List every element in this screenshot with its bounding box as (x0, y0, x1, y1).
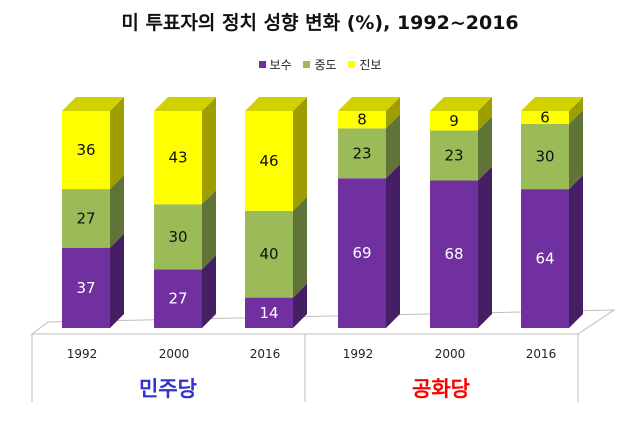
bar-side-0-2 (293, 283, 307, 328)
data-label-2-1: 43 (168, 149, 187, 167)
bar-side-0-1 (202, 255, 216, 328)
bar-front-2-0 (62, 111, 110, 190)
bar-front-0-5 (521, 189, 569, 328)
data-label-0-4: 68 (444, 245, 463, 263)
legend-label-liberal: 진보 (359, 58, 382, 72)
bar-side-2-5 (569, 97, 583, 125)
data-label-2-4: 9 (449, 112, 459, 130)
bar-front-1-0 (62, 189, 110, 248)
bar-top-4 (430, 97, 492, 111)
bar-front-0-2 (245, 297, 293, 328)
bar-side-0-0 (110, 233, 124, 328)
data-label-0-0: 37 (76, 279, 95, 297)
bar-front-1-2 (245, 210, 293, 298)
legend-item-conservative: 보수 (258, 56, 292, 73)
group-label-1: 공화당 (412, 377, 470, 401)
data-label-1-0: 27 (76, 209, 95, 227)
bar-front-0-4 (430, 180, 478, 328)
bar-top-2 (245, 97, 307, 111)
bar-side-2-1 (202, 97, 216, 205)
bar-front-1-1 (154, 204, 202, 270)
data-label-1-5: 30 (535, 148, 554, 166)
legend-item-moderate: 중도 (303, 56, 337, 73)
bar-side-1-2 (293, 196, 307, 298)
legend: 보수 중도 진보 (0, 56, 640, 73)
bar-side-1-0 (110, 175, 124, 248)
bar-side-2-0 (110, 97, 124, 190)
data-label-0-3: 69 (352, 244, 371, 262)
data-label-1-2: 40 (259, 245, 278, 263)
data-label-0-5: 64 (535, 250, 554, 268)
bar-front-2-2 (245, 111, 293, 211)
bar-top-3 (338, 97, 400, 111)
x-tick-label-1: 2000 (159, 347, 190, 361)
data-label-1-3: 23 (352, 144, 371, 162)
bar-front-1-3 (338, 128, 386, 179)
bar-side-2-3 (386, 97, 400, 129)
bar-top-1 (154, 97, 216, 111)
group-label-0: 민주당 (139, 377, 197, 401)
bar-side-1-3 (386, 114, 400, 179)
bar-front-1-4 (430, 130, 478, 181)
bar-front-0-3 (338, 178, 386, 328)
data-label-2-0: 36 (76, 141, 95, 159)
x-tick-label-2: 2016 (250, 347, 281, 361)
legend-swatch-conservative (258, 61, 266, 68)
data-label-0-1: 27 (168, 290, 187, 308)
bar-side-2-2 (293, 97, 307, 211)
bar-front-2-3 (338, 111, 386, 129)
bar-front-2-5 (521, 111, 569, 125)
bar-front-0-1 (154, 269, 202, 328)
bar-front-1-5 (521, 124, 569, 190)
x-tick-label-0: 1992 (67, 347, 98, 361)
bar-side-1-4 (478, 116, 492, 181)
bar-side-0-3 (386, 164, 400, 328)
chart-title: 미 투표자의 정치 성향 변화 (%), 1992~2016 (121, 12, 519, 34)
bar-side-0-5 (569, 175, 583, 328)
legend-swatch-moderate (303, 61, 311, 68)
bar-front-2-1 (154, 111, 202, 205)
bar-side-0-4 (478, 166, 492, 328)
bar-side-1-1 (202, 190, 216, 270)
x-tick-label-4: 2000 (435, 347, 466, 361)
bar-top-5 (521, 97, 583, 111)
data-label-1-1: 30 (168, 228, 187, 246)
x-tick-label-5: 2016 (526, 347, 557, 361)
data-label-0-2: 14 (259, 304, 278, 322)
legend-label-moderate: 중도 (314, 58, 337, 72)
data-label-2-2: 46 (259, 152, 278, 170)
x-tick-label-3: 1992 (343, 347, 374, 361)
legend-label-conservative: 보수 (269, 58, 292, 72)
bar-front-0-0 (62, 247, 110, 328)
bar-front-2-4 (430, 111, 478, 131)
legend-swatch-liberal (348, 61, 356, 68)
bar-side-2-4 (478, 97, 492, 131)
legend-item-liberal: 진보 (348, 56, 381, 73)
bar-top-0 (62, 97, 124, 111)
data-label-1-4: 23 (444, 146, 463, 164)
data-label-2-3: 8 (357, 111, 367, 129)
bar-side-1-5 (569, 110, 583, 190)
data-label-2-5: 6 (540, 109, 550, 127)
